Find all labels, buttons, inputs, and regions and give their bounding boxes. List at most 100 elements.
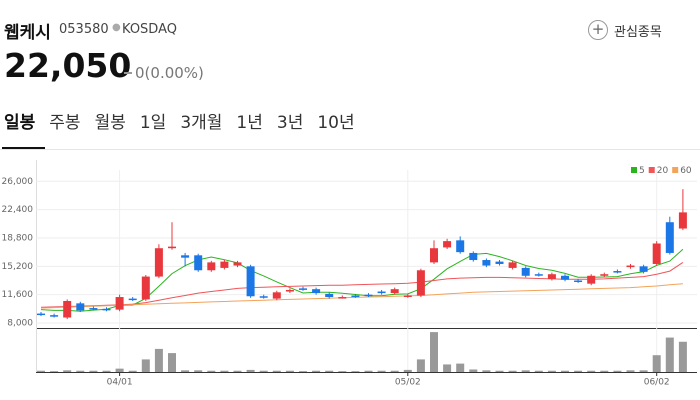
candle-body bbox=[312, 289, 321, 294]
unchanged-icon bbox=[124, 72, 132, 74]
market: KOSDAQ bbox=[122, 22, 177, 37]
y-tick-label: 22,400 bbox=[2, 205, 34, 215]
volume-bar bbox=[665, 337, 674, 372]
period-tab[interactable]: 1년 bbox=[236, 113, 263, 133]
volume-bar bbox=[115, 368, 124, 372]
volume-bar bbox=[259, 370, 268, 372]
volume-bar bbox=[390, 370, 399, 372]
divider bbox=[0, 149, 700, 150]
volume-bar bbox=[325, 370, 334, 372]
x-tick-label: 05/02 bbox=[395, 378, 421, 388]
candle-body bbox=[299, 288, 307, 290]
candle-body bbox=[37, 313, 45, 316]
volume-bar bbox=[351, 371, 360, 372]
volume-bar bbox=[89, 370, 98, 372]
candle-body bbox=[246, 266, 255, 297]
stock-name: 웹케시 bbox=[4, 23, 51, 43]
candle-body bbox=[194, 255, 203, 271]
volume-bar bbox=[285, 370, 294, 372]
stock-code: 053580 bbox=[59, 22, 109, 37]
volume-bar bbox=[168, 353, 176, 372]
period-tab[interactable]: 3년 bbox=[276, 113, 304, 133]
candle-body bbox=[102, 308, 111, 311]
y-tick-label: 26,000 bbox=[2, 177, 34, 187]
candle-body bbox=[600, 274, 609, 276]
volume-bar bbox=[272, 370, 281, 372]
moving-average bbox=[40, 261, 684, 308]
period-tabs: 일봉 주봉 월봉 1일 3개월 1년 3년 10년 bbox=[0, 108, 365, 149]
volume-bar bbox=[102, 370, 111, 372]
volume-bar bbox=[652, 355, 661, 372]
volume-bar bbox=[613, 370, 622, 372]
legend-label: 5 bbox=[639, 166, 645, 176]
volume-bar bbox=[194, 370, 203, 372]
candle-body bbox=[665, 222, 674, 253]
period-tab[interactable]: 3개월 bbox=[180, 113, 223, 133]
volume-bar bbox=[50, 371, 59, 372]
separator: ● bbox=[112, 22, 121, 33]
period-tab[interactable]: 10년 bbox=[317, 113, 355, 133]
candle-body bbox=[89, 308, 98, 310]
volume-bar bbox=[37, 370, 45, 372]
candle-body bbox=[128, 298, 137, 301]
candle-body bbox=[338, 297, 347, 299]
candle-body bbox=[547, 274, 556, 279]
volume-bar bbox=[416, 359, 425, 372]
volume-bar bbox=[456, 363, 465, 372]
moving-average bbox=[40, 248, 684, 312]
volume-bar bbox=[299, 371, 307, 372]
candle-body bbox=[508, 262, 517, 268]
candle-body bbox=[456, 240, 465, 253]
candle-body bbox=[377, 291, 386, 294]
candle-body bbox=[482, 260, 491, 266]
volume-bar bbox=[154, 348, 163, 372]
volume-bar bbox=[521, 370, 530, 372]
volume-bar bbox=[534, 370, 543, 372]
candle-body bbox=[76, 303, 85, 311]
candle-body bbox=[521, 267, 530, 276]
volume-bar bbox=[207, 370, 216, 372]
x-tick-label: 06/02 bbox=[644, 378, 670, 388]
period-tab[interactable]: 월봉 bbox=[94, 113, 126, 133]
volume-bar bbox=[76, 370, 85, 372]
price-change: 0(0.00%) bbox=[135, 64, 204, 82]
candle-body bbox=[678, 212, 687, 229]
watch-label: 관심종목 bbox=[614, 24, 662, 40]
watch-button[interactable]: + 관심종목 bbox=[588, 20, 662, 40]
legend-swatch bbox=[672, 167, 679, 173]
volume-bar bbox=[181, 370, 190, 372]
candle-body bbox=[154, 248, 163, 277]
candle-body bbox=[561, 275, 569, 280]
y-tick-label: 18,800 bbox=[2, 233, 34, 243]
price: 22,050 bbox=[4, 46, 132, 85]
candle-body bbox=[351, 295, 360, 297]
candle-body bbox=[443, 241, 452, 248]
volume-bar bbox=[600, 370, 609, 372]
volume-bar bbox=[482, 370, 491, 372]
candle-body bbox=[403, 295, 412, 297]
legend-swatch bbox=[631, 167, 637, 173]
volume-bar bbox=[312, 370, 321, 372]
volume-bar bbox=[574, 370, 583, 372]
volume-bar bbox=[639, 370, 648, 372]
legend-label: 60 bbox=[680, 166, 692, 176]
period-tab[interactable]: 주봉 bbox=[49, 113, 81, 133]
candle-body bbox=[272, 292, 281, 299]
period-tab[interactable]: 일봉 bbox=[2, 108, 46, 149]
volume-bar bbox=[443, 364, 452, 372]
candle-body bbox=[168, 246, 176, 249]
volume-bar bbox=[220, 370, 229, 372]
y-tick-label: 11,600 bbox=[2, 290, 34, 300]
candle-body bbox=[141, 276, 150, 300]
candle-body bbox=[613, 271, 622, 273]
period-tab[interactable]: 1일 bbox=[139, 113, 167, 133]
legend-swatch bbox=[648, 167, 655, 173]
volume-bar bbox=[246, 369, 255, 372]
volume-bar bbox=[233, 370, 242, 372]
volume-bar bbox=[141, 359, 150, 372]
volume-bar bbox=[364, 370, 373, 372]
candle-body bbox=[430, 248, 438, 263]
candle-body bbox=[115, 297, 124, 310]
